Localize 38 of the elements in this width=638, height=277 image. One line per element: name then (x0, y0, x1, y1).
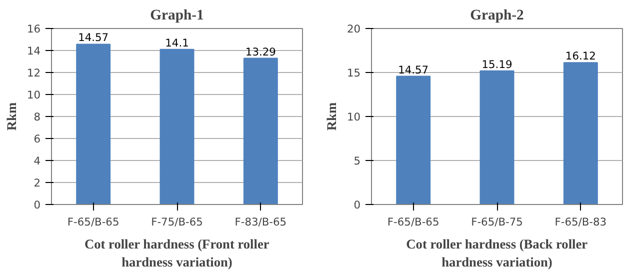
x-tick-label: F-83/B-65 (234, 216, 287, 228)
data-label: 14.57 (78, 31, 109, 44)
x-tick-label: F-75/B-65 (151, 216, 203, 228)
chart-title: Graph-1 (150, 8, 204, 24)
y-tick-label: 4 (34, 154, 41, 168)
bar (480, 70, 514, 204)
bar (243, 58, 278, 204)
chart-title: Graph-2 (470, 8, 524, 24)
y-tick-label: 8 (34, 110, 41, 124)
bar (396, 76, 431, 204)
bar (563, 62, 598, 204)
x-axis-title: Cot roller hardness (Back roller hardness variation) (406, 236, 588, 270)
x-tick-label: F-65/B-65 (67, 216, 120, 228)
y-tick-label: 15 (346, 66, 361, 80)
y-tick-label: 12 (26, 66, 41, 80)
x-tick-label: F-65/B-75 (471, 216, 523, 228)
y-axis-title: Rkm (4, 102, 19, 131)
y-tick-label: 16 (26, 22, 41, 36)
y-tick-label: 14 (26, 44, 41, 58)
y-tick-label: 5 (354, 154, 360, 168)
data-label: 15.19 (482, 58, 512, 71)
y-axis-title: Rkm (324, 102, 339, 131)
x-tick-label: F-65/B-83 (554, 216, 607, 228)
y-tick-label: 10 (26, 88, 41, 102)
y-tick-label: 20 (346, 22, 361, 36)
data-label: 13.29 (245, 45, 276, 58)
bar (160, 48, 194, 204)
y-tick-label: 10 (346, 110, 361, 124)
x-axis-title: Cot roller hardness (Front roller hardness variation) (84, 236, 270, 270)
data-label: 14.57 (398, 63, 429, 76)
x-tick-label: F-65/B-65 (387, 216, 440, 228)
y-tick-label: 0 (34, 198, 41, 212)
y-tick-label: 0 (354, 198, 361, 212)
y-tick-label: 6 (34, 132, 41, 146)
data-label: 16.12 (565, 50, 596, 63)
bar (76, 44, 111, 204)
y-tick-label: 2 (34, 176, 40, 190)
data-label: 14.1 (165, 36, 189, 50)
